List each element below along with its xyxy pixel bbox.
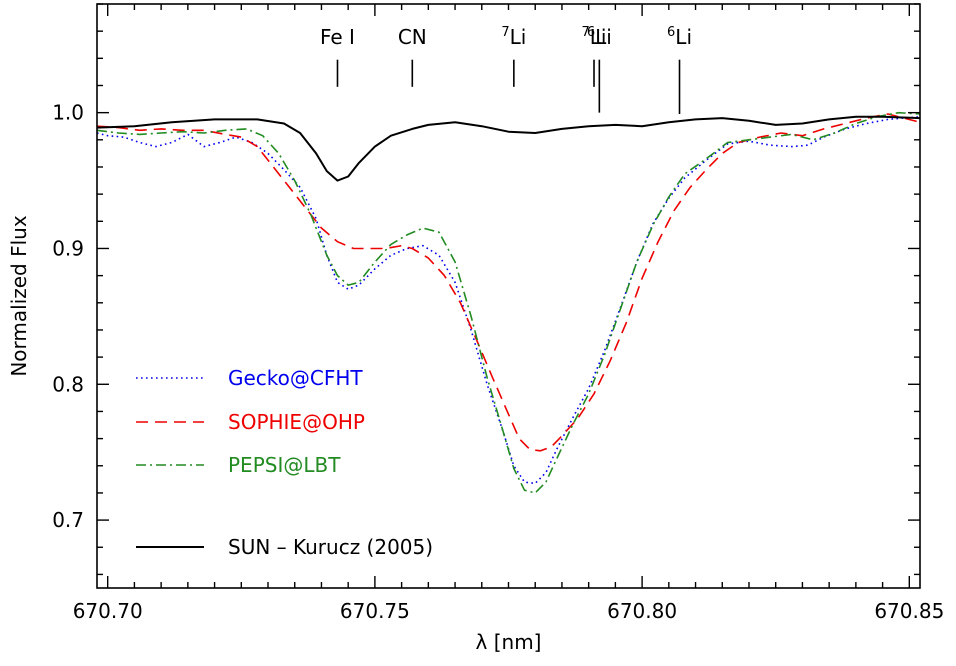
y-tick-label: 0.9 bbox=[52, 236, 84, 260]
tick-labels: 670.70 670.75 670.80 670.85 0.7 0.8 0.9 1.0 bbox=[52, 101, 944, 623]
legend-label: Gecko@CFHT bbox=[228, 366, 363, 390]
series-line-2 bbox=[96, 111, 921, 494]
x-axis-label: λ [nm] bbox=[476, 630, 542, 654]
y-tick-label: 1.0 bbox=[52, 101, 84, 125]
series-line-3 bbox=[96, 115, 921, 182]
annotation-superscript: 6 bbox=[587, 25, 595, 40]
annotation-text: Fe I bbox=[320, 25, 355, 49]
series-layer bbox=[96, 111, 921, 494]
annotation-label: 6Li bbox=[667, 25, 692, 49]
y-axis-label: Normalized Flux bbox=[7, 215, 31, 377]
plot-frame bbox=[96, 3, 921, 589]
legend-label: SOPHIE@OHP bbox=[228, 410, 365, 434]
annotation-superscript: 7 bbox=[501, 25, 509, 40]
annotation-superscript: 6 bbox=[667, 25, 675, 40]
legend: Gecko@CFHT SOPHIE@OHP PEPSI@LBT SUN – Kuruc… bbox=[136, 366, 433, 559]
annotation-text: Li bbox=[510, 25, 527, 49]
annotation-label: 7Li bbox=[501, 25, 526, 49]
y-tick-label: 0.7 bbox=[52, 508, 84, 532]
y-tick-label: 0.8 bbox=[52, 372, 84, 396]
series-line-0 bbox=[96, 115, 921, 485]
annotation-label: Fe I bbox=[320, 25, 355, 49]
x-tick-label: 670.70 bbox=[73, 599, 143, 623]
axis-ticks bbox=[97, 3, 920, 588]
annotation-superscript: 7 bbox=[582, 25, 590, 40]
x-tick-label: 670.80 bbox=[607, 599, 677, 623]
legend-label: PEPSI@LBT bbox=[228, 453, 341, 477]
annotation-text: Li bbox=[595, 25, 612, 49]
annotation-text: Li bbox=[590, 25, 607, 49]
annotation-text: CN bbox=[398, 25, 427, 49]
annotation-label: 6Li bbox=[587, 25, 612, 49]
x-tick-label: 670.75 bbox=[340, 599, 410, 623]
annotation-label: 7Li bbox=[582, 25, 607, 49]
legend-label: SUN – Kurucz (2005) bbox=[228, 535, 433, 559]
series-line-1 bbox=[96, 113, 921, 452]
annotation-text: Li bbox=[675, 25, 692, 49]
annotation-label: CN bbox=[398, 25, 427, 49]
x-tick-label: 670.85 bbox=[874, 599, 944, 623]
